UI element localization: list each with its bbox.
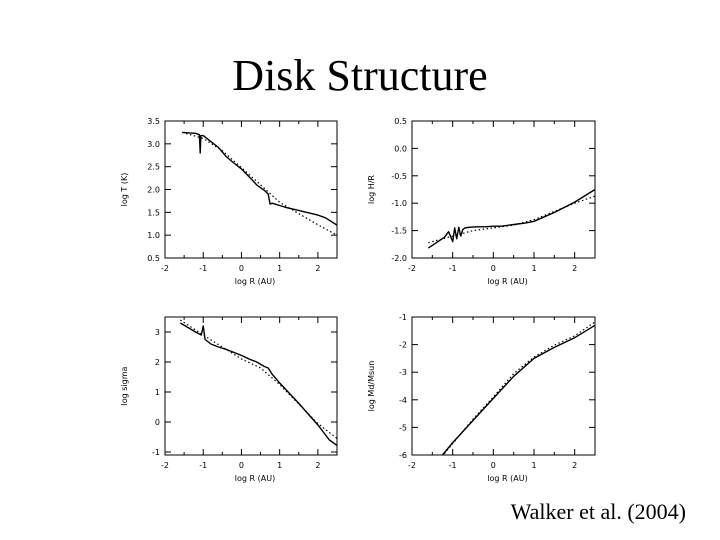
y-axis-label: log Md/Msun bbox=[367, 361, 376, 412]
x-tick-label: 2 bbox=[315, 264, 320, 273]
x-tick-label: -2 bbox=[408, 264, 416, 273]
y-tick-label: 0.5 bbox=[147, 254, 160, 263]
x-tick-label: 2 bbox=[315, 461, 320, 470]
slide-title: Disk Structure bbox=[232, 51, 488, 100]
x-tick-label: -2 bbox=[408, 461, 416, 470]
x-tick-label: -1 bbox=[199, 264, 207, 273]
y-tick-label: 2.5 bbox=[147, 163, 160, 172]
y-tick-label: -1 bbox=[152, 448, 160, 457]
model-line-dotted bbox=[179, 319, 338, 439]
y-tick-label: -1 bbox=[399, 313, 407, 322]
panel-temperature: -2 -1 0 1 2 0.5 1.0 1.5 2.0 2.5 3.0 3.5 log R (AU) lo… bbox=[120, 117, 338, 286]
y-tick-label: 1.5 bbox=[147, 208, 160, 217]
x-tick-label: -1 bbox=[449, 264, 457, 273]
x-tick-label: 0 bbox=[491, 461, 496, 470]
data-line-solid bbox=[441, 324, 596, 456]
y-tick-label: -3 bbox=[399, 368, 407, 377]
y-tick-label: 3.5 bbox=[147, 117, 160, 126]
plot-frame bbox=[411, 120, 596, 259]
y-axis-label: log H/R bbox=[367, 175, 376, 204]
x-axis-label: log R (AU) bbox=[487, 474, 527, 483]
x-axis-label: log R (AU) bbox=[235, 474, 275, 483]
x-tick-label: 1 bbox=[277, 264, 282, 273]
plot-frame bbox=[164, 120, 338, 259]
y-tick-label: 0 bbox=[155, 418, 160, 427]
y-tick-label: 0.0 bbox=[394, 144, 407, 153]
data-line-solid bbox=[427, 188, 596, 249]
x-tick-label: 0 bbox=[491, 264, 496, 273]
y-tick-label: -5 bbox=[399, 423, 407, 432]
y-tick-label: -4 bbox=[399, 396, 407, 405]
y-tick-label: -0.5 bbox=[391, 172, 407, 181]
y-tick-label: -6 bbox=[399, 451, 407, 460]
x-tick-label: 0 bbox=[239, 461, 244, 470]
x-tick-label: 1 bbox=[531, 461, 536, 470]
y-tick-label: -1.5 bbox=[391, 227, 407, 236]
y-tick-label: 1 bbox=[155, 388, 160, 397]
model-line-dotted bbox=[182, 131, 338, 236]
x-tick-label: 2 bbox=[572, 461, 577, 470]
y-tick-label: -2.0 bbox=[391, 254, 407, 263]
x-tick-label: 0 bbox=[239, 264, 244, 273]
y-axis-label: log sigma bbox=[120, 366, 129, 405]
y-axis-label: log T (K) bbox=[120, 173, 129, 207]
y-tick-label: 3.0 bbox=[147, 140, 160, 149]
y-tick-label: 2 bbox=[155, 358, 160, 367]
x-tick-label: -1 bbox=[449, 461, 457, 470]
y-tick-label: -2 bbox=[399, 341, 407, 350]
panel-disk-mass: -2 -1 0 1 2 -6 -5 -4 -3 -2 -1 log R (AU) log Md/Msun bbox=[367, 313, 596, 483]
x-tick-label: -1 bbox=[199, 461, 207, 470]
data-line-solid bbox=[179, 322, 338, 446]
y-tick-label: -1.0 bbox=[391, 199, 407, 208]
x-tick-label: 1 bbox=[277, 461, 282, 470]
plot-frame bbox=[164, 316, 338, 456]
panel-scale-height: -2 -1 0 1 2 -2.0 -1.5 -1.0 -0.5 0.0 0.5 log R (AU) l… bbox=[367, 117, 596, 286]
plot-frame bbox=[411, 316, 596, 456]
model-line-dotted bbox=[428, 195, 596, 244]
y-tick-label: 3 bbox=[155, 328, 160, 337]
model-line-dotted bbox=[444, 321, 596, 454]
x-tick-label: 2 bbox=[572, 264, 577, 273]
y-tick-label: 2.0 bbox=[147, 186, 160, 195]
data-line-solid bbox=[182, 131, 338, 226]
citation: Walker et al. (2004) bbox=[510, 499, 686, 524]
y-tick-label: 1.0 bbox=[147, 231, 160, 240]
x-tick-label: -2 bbox=[161, 264, 169, 273]
x-axis-label: log R (AU) bbox=[487, 277, 527, 286]
x-tick-label: 1 bbox=[531, 264, 536, 273]
x-tick-label: -2 bbox=[161, 461, 169, 470]
x-axis-label: log R (AU) bbox=[235, 277, 275, 286]
y-tick-label: 0.5 bbox=[394, 117, 407, 126]
